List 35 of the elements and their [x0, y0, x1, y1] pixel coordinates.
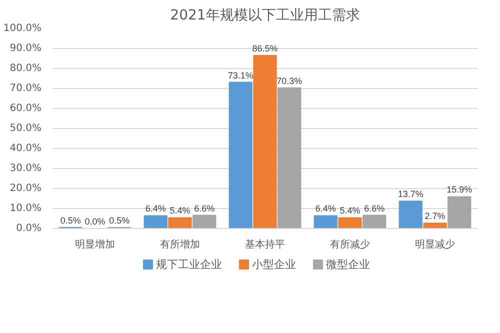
- y-tick-label: 60.0%: [10, 103, 42, 114]
- data-label: 15.9%: [446, 184, 472, 195]
- x-tick-label: 有所减少: [330, 238, 370, 250]
- legend-label: 微型企业: [326, 258, 370, 271]
- data-label: 6.6%: [194, 203, 215, 214]
- legend-label: 小型企业: [252, 258, 296, 271]
- data-label: 13.7%: [398, 189, 424, 200]
- data-label: 0.5%: [109, 216, 130, 226]
- data-label: 0.0%: [84, 216, 106, 226]
- legend-label: 规下工业企业: [156, 258, 222, 271]
- data-label: 73.1%: [228, 70, 254, 80]
- data-label: 5.4%: [340, 206, 360, 216]
- data-label: 6.4%: [315, 204, 336, 214]
- x-tick-label: 明显增加: [75, 238, 115, 250]
- data-label: 70.3%: [276, 76, 302, 86]
- x-tick-label: 基本持平: [245, 238, 285, 250]
- x-tick-label: 有所增加: [160, 238, 200, 250]
- y-tick-label: 30.0%: [10, 163, 42, 174]
- y-tick-label: 10.0%: [10, 203, 42, 214]
- y-tick-label: 50.0%: [10, 123, 42, 134]
- data-label: 5.4%: [170, 206, 190, 216]
- data-label: 2.7%: [424, 211, 446, 222]
- y-tick-label: 70.0%: [10, 83, 42, 94]
- data-label: 86.5%: [252, 44, 278, 54]
- data-label: 0.5%: [60, 216, 81, 226]
- y-tick-label: 100.0%: [3, 23, 42, 34]
- x-tick-label: 明显减少: [415, 238, 455, 250]
- y-tick-label: 80.0%: [10, 63, 42, 74]
- data-label: 6.6%: [364, 203, 385, 214]
- y-tick-label: 20.0%: [10, 183, 42, 194]
- y-tick-label: 0.0%: [16, 223, 42, 234]
- chart-title: 2021年规模以下工业用工需求: [170, 8, 360, 24]
- data-label: 6.4%: [145, 204, 166, 214]
- y-tick-label: 40.0%: [10, 143, 42, 154]
- y-tick-label: 90.0%: [10, 43, 42, 54]
